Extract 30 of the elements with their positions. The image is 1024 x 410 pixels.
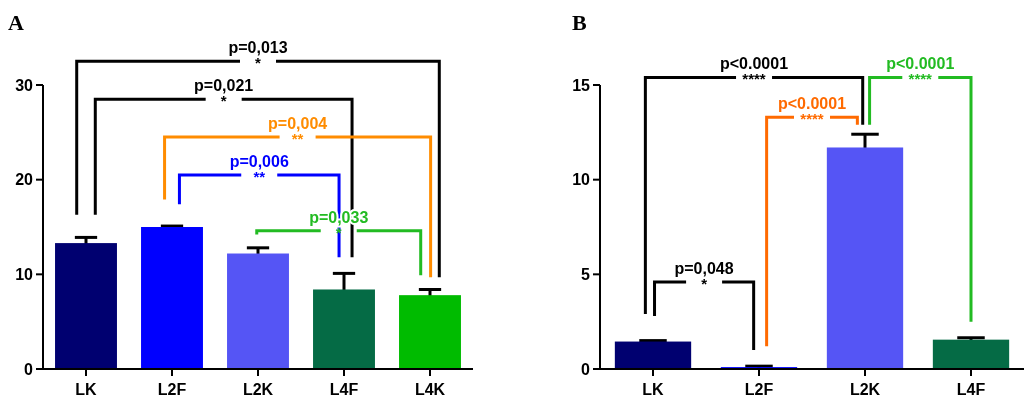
x-tick-label: L4F xyxy=(956,381,986,398)
x-tick-label: LK xyxy=(642,381,665,398)
y-tick-label: 0 xyxy=(24,360,34,378)
y-tick-label: 15 xyxy=(572,76,591,94)
annotation: p=0,048 xyxy=(674,259,734,277)
x-tick-label: L4K xyxy=(414,381,446,398)
y-tick-label: 0 xyxy=(581,360,591,378)
chart-title: A xyxy=(8,10,24,35)
chart-title: B xyxy=(572,10,587,35)
y-tick-label: 20 xyxy=(15,171,34,189)
annotation: **** xyxy=(908,70,933,88)
annotation: **** xyxy=(800,110,824,128)
x-tick-label: L2K xyxy=(849,381,881,398)
x-tick-label: L2K xyxy=(242,381,274,398)
y-tick-label: 10 xyxy=(15,265,34,283)
x-tick-label: L2F xyxy=(744,381,774,398)
y-tick-label: 30 xyxy=(15,76,34,94)
text: p<0.0001 xyxy=(886,55,955,73)
annotation: p=0,004 xyxy=(268,115,328,133)
y-tick-label: 10 xyxy=(572,171,591,189)
text: p=0,013 xyxy=(228,39,288,57)
x-tick-label: L4F xyxy=(329,381,359,398)
annotation: **** xyxy=(742,70,766,88)
annotation: p=0,006 xyxy=(229,152,289,170)
x-tick-label: LK xyxy=(75,381,98,398)
x-tick-label: L2F xyxy=(157,381,187,398)
y-tick-label: 5 xyxy=(581,265,591,283)
annotation: p<0.0001 xyxy=(777,95,847,113)
annotation: p=0,021 xyxy=(194,77,254,95)
text: p<0.0001 xyxy=(720,55,789,73)
